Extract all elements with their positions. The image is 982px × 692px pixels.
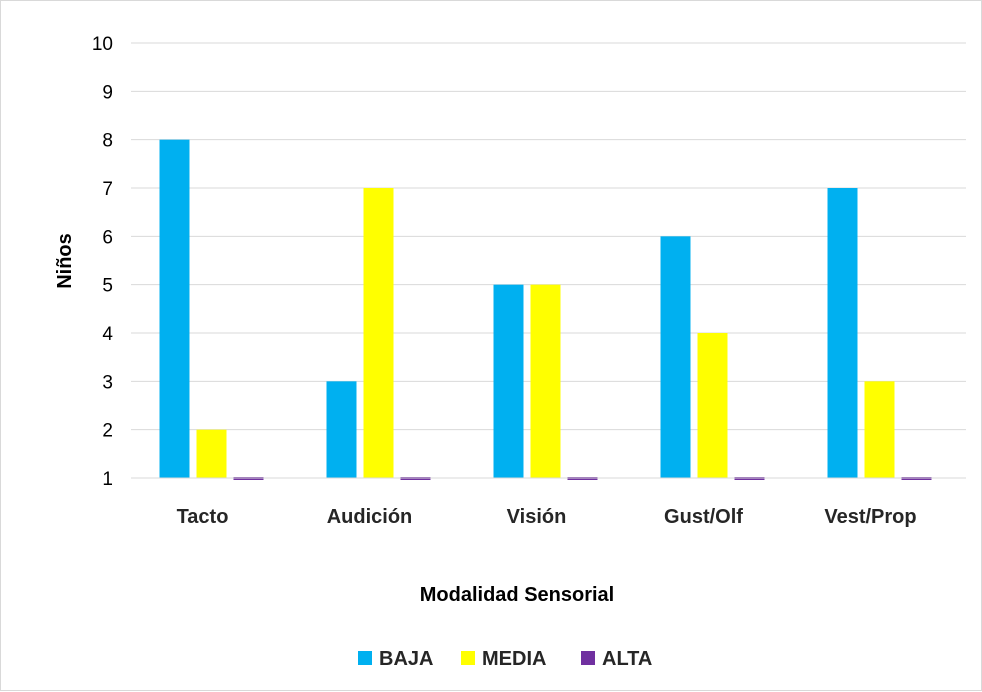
bar-baja-vision bbox=[493, 284, 524, 478]
y-tick-label-4: 4 bbox=[102, 324, 113, 345]
x-tick-label-vest-prop: Vest/Prop bbox=[824, 506, 916, 528]
legend-label-alta: ALTA bbox=[602, 648, 652, 670]
y-tick-label-9: 9 bbox=[102, 82, 113, 103]
bar-baja-gust-olf bbox=[660, 236, 691, 478]
bars bbox=[159, 139, 932, 480]
y-axis-title: Niños bbox=[54, 233, 76, 289]
y-tick-label-3: 3 bbox=[102, 372, 113, 393]
x-axis-categories: Tacto Audición Visión Gust/Olf Vest/Prop bbox=[177, 506, 917, 528]
legend-swatch-alta bbox=[581, 651, 595, 665]
x-tick-label-gust-olf: Gust/Olf bbox=[664, 506, 743, 528]
bar-media-gust-olf bbox=[697, 333, 728, 478]
bar-baja-tacto bbox=[159, 139, 190, 478]
y-tick-label-1: 1 bbox=[102, 469, 113, 490]
x-tick-label-tacto: Tacto bbox=[177, 506, 229, 528]
legend: BAJA MEDIA ALTA bbox=[358, 648, 652, 670]
x-tick-label-audicion: Audición bbox=[327, 506, 413, 528]
y-tick-label-6: 6 bbox=[102, 227, 113, 248]
y-tick-label-5: 5 bbox=[102, 276, 113, 297]
y-axis-ticks: 1 2 3 4 5 6 7 8 9 10 bbox=[92, 34, 114, 490]
legend-label-media: MEDIA bbox=[482, 648, 546, 670]
legend-label-baja: BAJA bbox=[379, 648, 433, 670]
legend-swatch-baja bbox=[358, 651, 372, 665]
bar-baja-audicion bbox=[326, 381, 357, 478]
legend-swatch-media bbox=[461, 651, 475, 665]
x-tick-label-vision: Visión bbox=[507, 506, 567, 528]
y-tick-label-2: 2 bbox=[102, 421, 113, 442]
bar-baja-vest-prop bbox=[827, 188, 858, 478]
y-tick-label-8: 8 bbox=[102, 131, 113, 152]
x-axis-title: Modalidad Sensorial bbox=[420, 584, 614, 606]
bar-media-tacto bbox=[196, 429, 227, 478]
bar-media-audicion bbox=[363, 188, 394, 478]
bar-media-vest-prop bbox=[864, 381, 895, 478]
bar-media-vision bbox=[530, 284, 561, 478]
y-tick-label-7: 7 bbox=[102, 179, 113, 200]
gridlines bbox=[131, 42, 966, 431]
y-tick-label-10: 10 bbox=[92, 34, 113, 55]
